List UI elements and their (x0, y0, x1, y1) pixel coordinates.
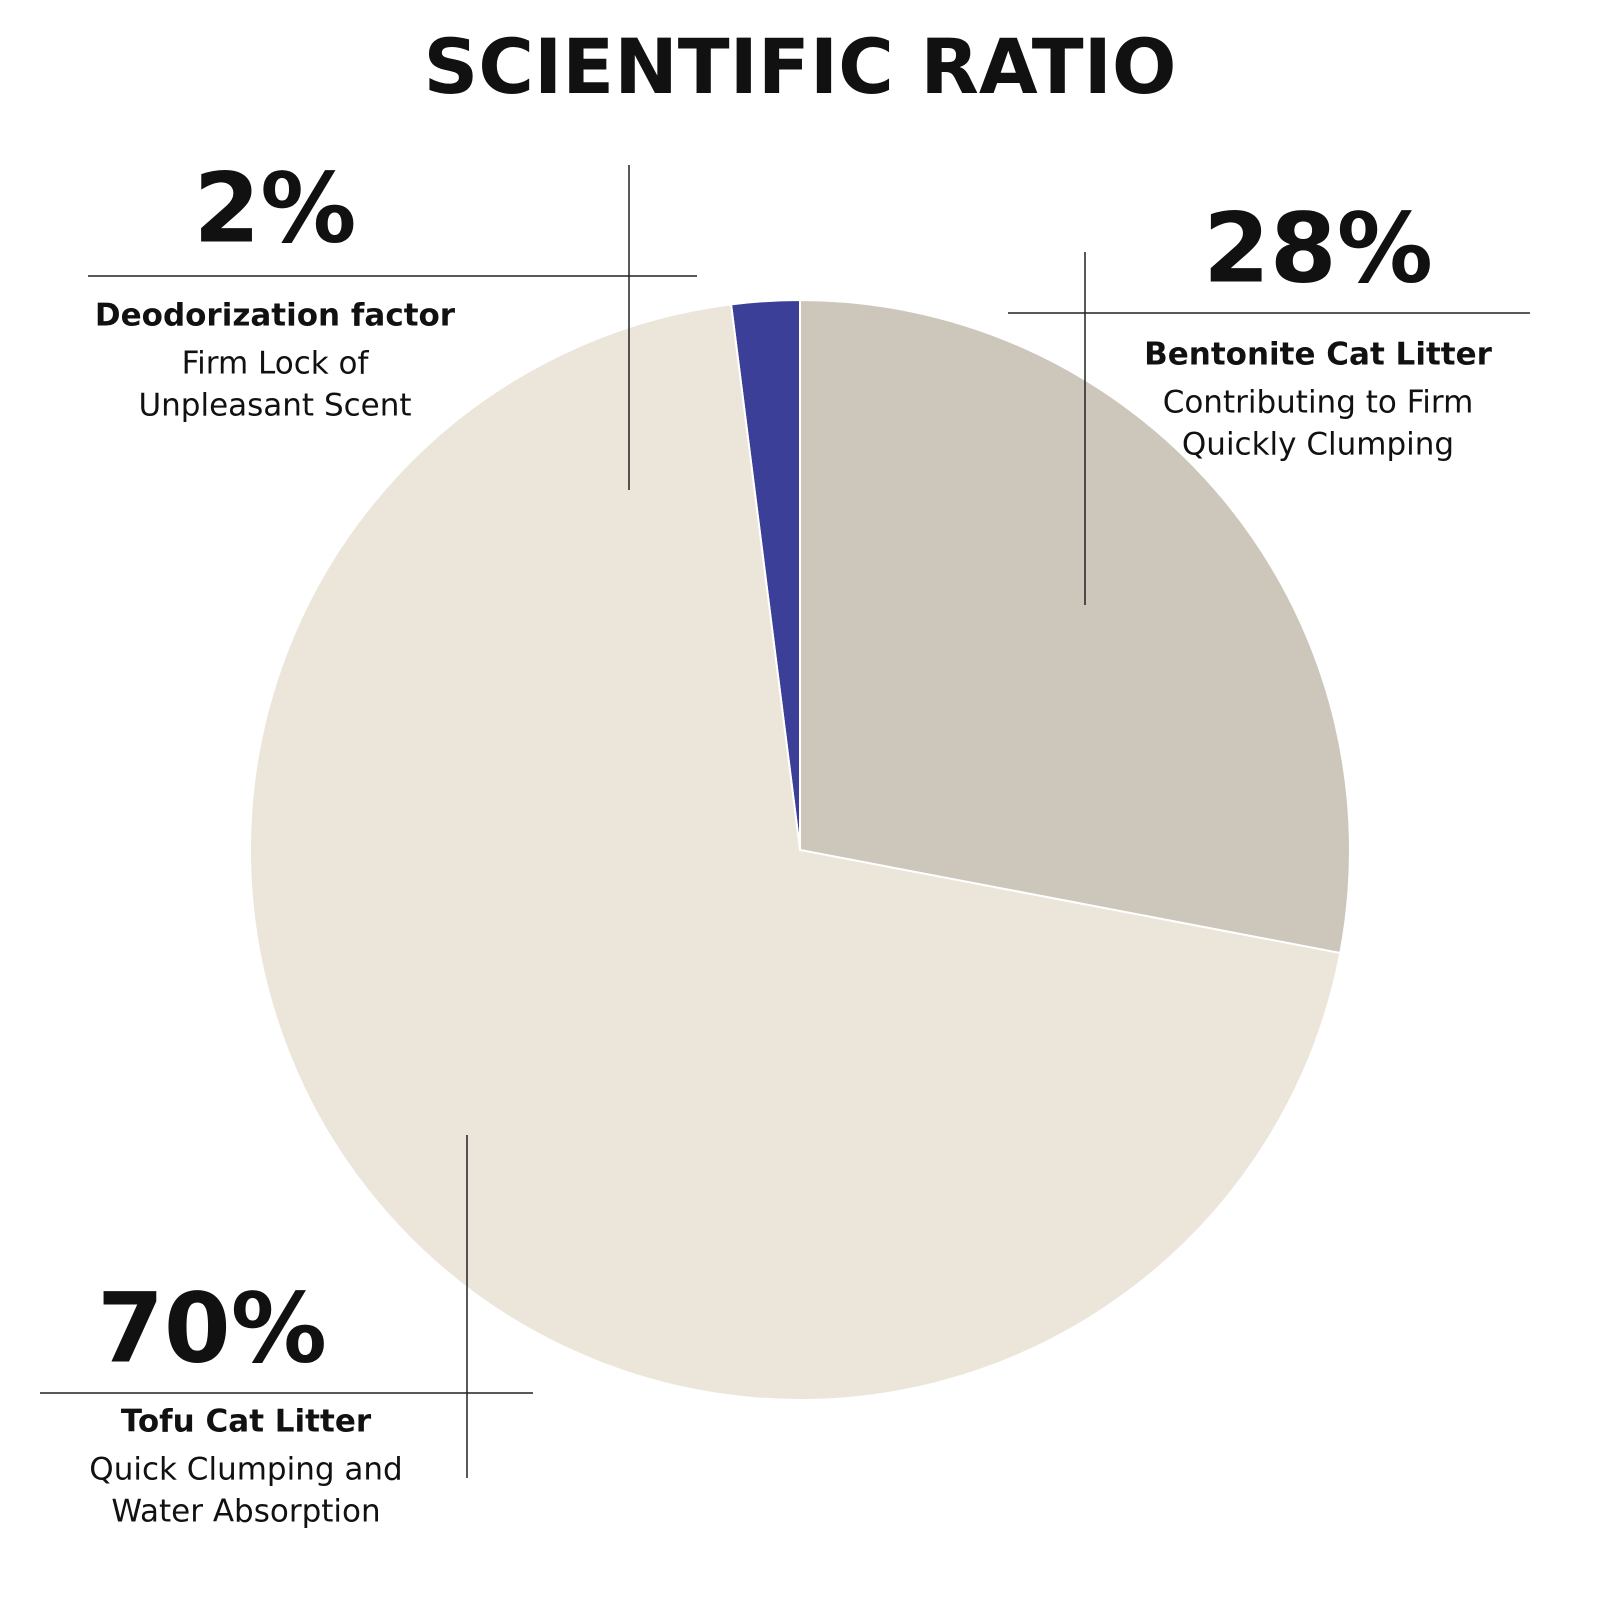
category-label: Tofu Cat Litter (121, 1404, 372, 1440)
description: Contributing to Firm (1163, 385, 1474, 421)
description: Water Absorption (111, 1494, 380, 1530)
value-label: 70% (97, 1272, 327, 1384)
value-label: 28% (1203, 192, 1433, 304)
pie-slice (799, 298, 1351, 955)
pie (249, 298, 1351, 1401)
description: Quickly Clumping (1182, 427, 1454, 463)
description: Unpleasant Scent (138, 388, 411, 424)
category-label: Bentonite Cat Litter (1144, 337, 1492, 373)
pie-slice (249, 303, 1342, 1401)
chart-title: SCIENTIFIC RATIO (423, 22, 1176, 111)
description: Quick Clumping and (89, 1452, 402, 1488)
value-label: 2% (194, 152, 357, 264)
description: Firm Lock of (182, 346, 370, 382)
category-label: Deodorization factor (95, 298, 456, 334)
